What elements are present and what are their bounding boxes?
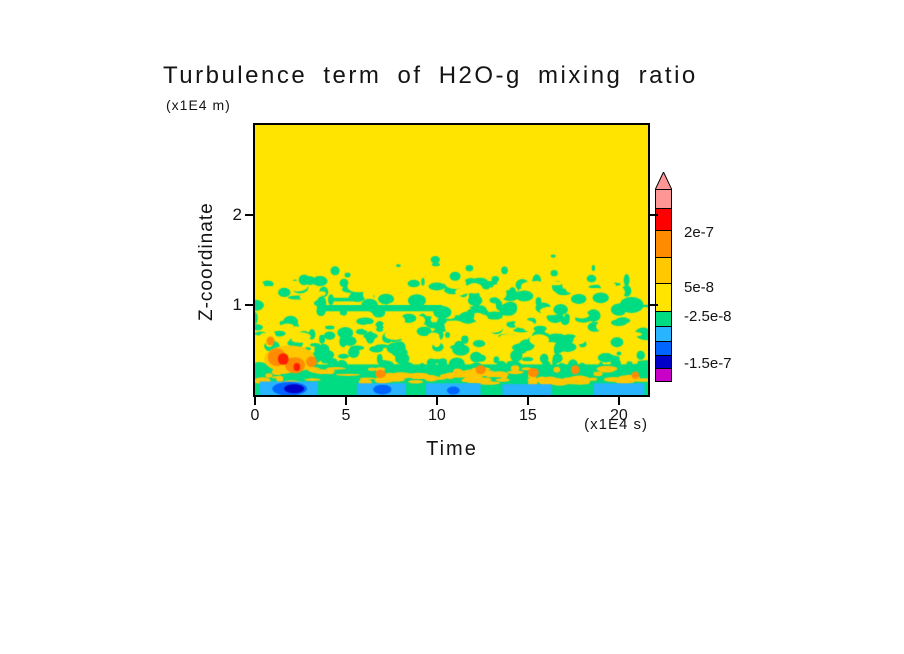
colorbar-segment [655,208,672,231]
colorbar-tick-label: -2.5e-8 [684,308,732,325]
colorbar-segment [655,230,672,258]
colorbar-segment [655,257,672,284]
x-tick-mark [526,397,529,405]
y-tick-label: 1 [232,295,242,314]
colorbar-arrow-icon [655,172,672,190]
x-tick-label: 15 [519,407,537,424]
contour-canvas [255,125,648,395]
colorbar-tick-label: 2e-7 [684,224,715,241]
y-tick-mark [245,304,253,306]
x-tick-label: 0 [250,407,260,424]
y-tick-label: 2 [232,205,242,224]
x-tick-mark [344,397,347,405]
chart-title: Turbulence term of H2O-g mixing ratio [163,62,698,89]
colorbar-tick-label: -1.5e-7 [684,355,732,372]
y-axis-unit-label: (x1E4 m) [166,97,231,113]
colorbar-segment [655,189,672,209]
colorbar [655,172,672,392]
plot-frame [253,123,650,397]
colorbar-segment [655,326,672,342]
colorbar-segment [655,283,672,312]
colorbar-segment [655,311,672,327]
x-tick-label: 5 [341,407,351,424]
y-tick-mark-right [650,214,658,216]
x-tick-mark [435,397,438,405]
x-axis-label: Time [426,438,478,460]
x-axis-unit-label: (x1E4 s) [584,416,648,433]
x-tick-label: 20 [609,407,628,424]
colorbar-tick-label: 5e-8 [684,279,715,296]
x-tick-label: 10 [428,407,446,424]
x-tick-mark [617,397,620,405]
colorbar-segment [655,341,672,356]
x-tick-mark [254,397,256,405]
colorbar-segment [655,368,672,382]
colorbar-segment [655,355,672,369]
y-tick-mark [245,214,253,216]
y-tick-mark-right [650,304,658,306]
